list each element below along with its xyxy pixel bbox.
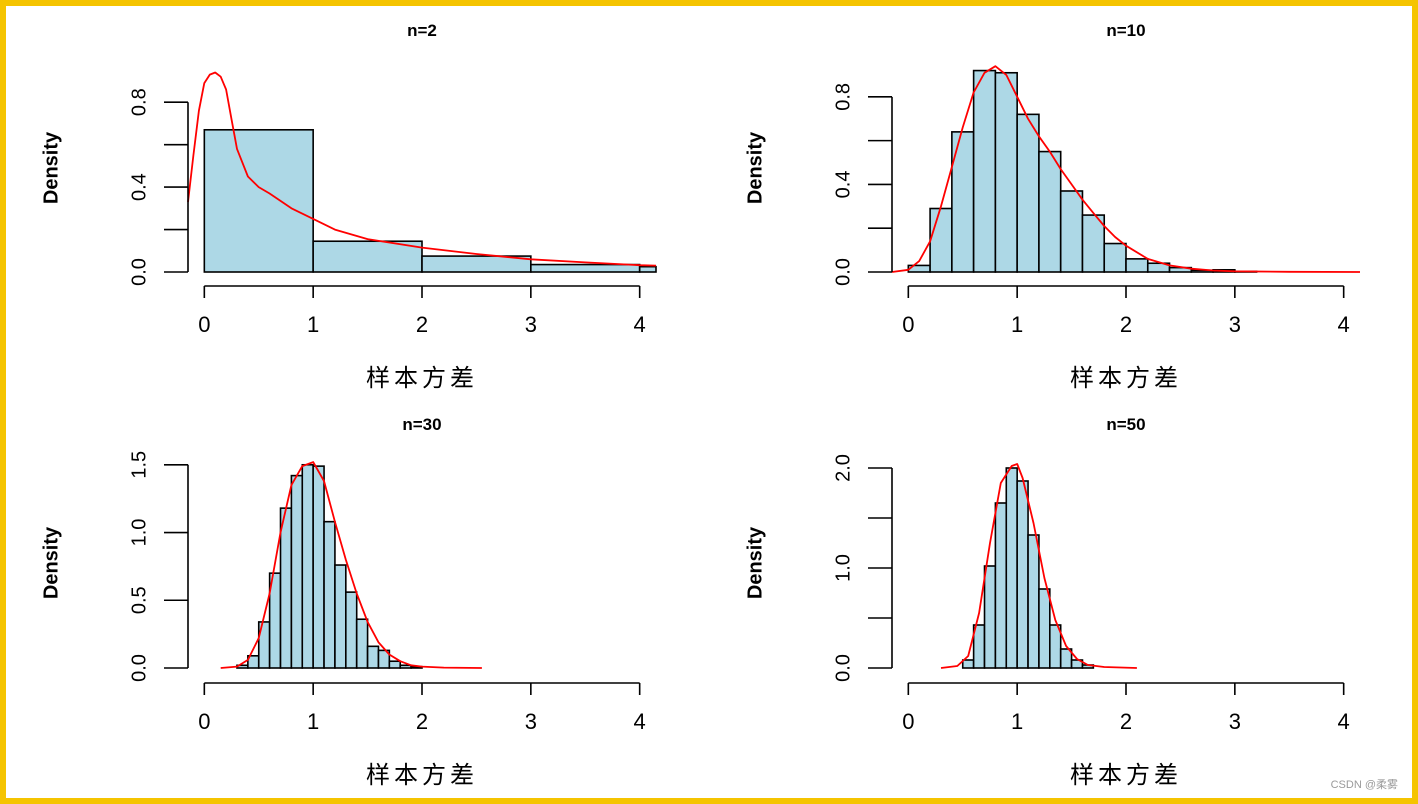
y-axis-label: Density — [40, 131, 62, 204]
x-tick-label: 3 — [525, 312, 537, 337]
y-axis-label: Density — [744, 131, 766, 204]
density-curve — [891, 65, 1361, 273]
histogram-bar-5 — [638, 265, 657, 273]
histogram-bar-3 — [983, 565, 997, 669]
histogram-bar-16 — [399, 664, 412, 669]
chart-title: n=50 — [1106, 415, 1145, 434]
histogram-bar-6 — [290, 474, 304, 669]
histogram-bar-5 — [1005, 467, 1018, 669]
x-tick-label: 4 — [1338, 709, 1350, 734]
x-tick-label: 1 — [1011, 709, 1023, 734]
histogram-bar-9 — [1049, 624, 1062, 669]
x-tick-label: 3 — [525, 709, 537, 734]
histogram-bar-6 — [1016, 113, 1040, 273]
chart-title: n=2 — [407, 21, 437, 40]
y-tick-label: 1.0 — [832, 554, 854, 582]
y-tick-label: 0.4 — [128, 173, 150, 201]
chart-panel-2: n=10 0.0 0.4 0.8 Density 0 1 2 3 4 样本方差 — [744, 21, 1361, 392]
histogram-bar-8 — [1059, 190, 1084, 273]
x-tick-label: 4 — [634, 312, 646, 337]
histogram-bar-13 — [366, 645, 380, 669]
x-axis-label: 样本方差 — [366, 365, 478, 392]
chart-title: n=30 — [402, 415, 441, 434]
histogram-bar-4 — [994, 502, 1008, 669]
histogram-bar-8 — [312, 465, 325, 669]
x-axis-label: 样本方差 — [1070, 762, 1182, 789]
x-tick-label: 1 — [307, 312, 319, 337]
chart-title: n=10 — [1106, 21, 1145, 40]
y-tick-label: 0.0 — [128, 258, 150, 286]
histogram-bar-12 — [355, 618, 369, 669]
histogram-bar-2 — [312, 240, 423, 273]
x-axis-label: 样本方差 — [366, 762, 478, 789]
histogram-bar-8 — [1038, 588, 1051, 669]
y-tick-label: 0.5 — [128, 586, 150, 614]
x-tick-label: 0 — [198, 312, 210, 337]
x-tick-label: 4 — [634, 709, 646, 734]
histogram-bar-9 — [323, 520, 336, 669]
histogram-figure: n=2 0.0 0.4 0.8 Density 0 1 2 3 4 样本方差 n=10 0.0 0.4 0.… — [40, 21, 1361, 789]
x-tick-label: 2 — [416, 709, 428, 734]
histogram-bar-4 — [972, 69, 997, 273]
histogram-bar-15 — [388, 660, 402, 669]
x-tick-label: 0 — [902, 709, 914, 734]
histogram-bar-10 — [334, 564, 347, 669]
density-curve — [187, 71, 657, 267]
histogram-bar-10 — [1059, 648, 1073, 669]
y-tick-label: 0.4 — [832, 171, 854, 199]
density-curve — [940, 463, 1137, 669]
chart-panel-3: n=30 0.0 0.5 1.0 1.5 Density 0 1 2 3 4 样本方差 — [40, 415, 646, 789]
watermark: CSDN @柔雾 — [1330, 779, 1398, 791]
y-axis-label: Density — [744, 526, 766, 599]
histogram-bar-11 — [345, 591, 358, 669]
histogram-bar-4 — [530, 263, 641, 273]
y-tick-label: 0.0 — [128, 654, 150, 682]
histogram-bar-1 — [961, 659, 975, 669]
y-tick-label: 0.8 — [128, 88, 150, 116]
histogram-bar-10 — [1103, 242, 1127, 273]
histogram-bar-2 — [929, 207, 953, 273]
histogram-bar-1 — [203, 128, 314, 273]
histogram-bar-6 — [1016, 480, 1029, 669]
x-axis-label: 样本方差 — [1070, 365, 1182, 392]
chart-panel-4: n=50 0.0 1.0 2.0 Density 0 1 2 3 4 样本方差 — [744, 415, 1350, 789]
histogram-bar-7 — [1027, 534, 1040, 669]
y-tick-label: 0.0 — [832, 258, 854, 286]
y-tick-label: 0.8 — [832, 83, 854, 111]
density-curve — [220, 461, 482, 669]
x-tick-label: 2 — [1120, 312, 1132, 337]
histogram-bar-11 — [1125, 258, 1149, 273]
y-tick-label: 2.0 — [832, 454, 854, 482]
x-tick-label: 1 — [1011, 312, 1023, 337]
x-tick-label: 3 — [1229, 312, 1241, 337]
histogram-bar-5 — [279, 507, 293, 669]
x-tick-label: 1 — [307, 709, 319, 734]
x-tick-label: 2 — [1120, 709, 1132, 734]
x-tick-label: 0 — [198, 709, 210, 734]
x-tick-label: 3 — [1229, 709, 1241, 734]
x-tick-label: 2 — [416, 312, 428, 337]
histogram-bar-9 — [1081, 214, 1106, 273]
histogram-bar-14 — [377, 649, 391, 669]
x-tick-label: 0 — [902, 312, 914, 337]
y-tick-label: 0.0 — [832, 654, 854, 682]
histogram-bar-7 — [1038, 150, 1062, 273]
y-tick-label: 1.5 — [128, 451, 150, 479]
y-tick-label: 1.0 — [128, 519, 150, 547]
x-tick-label: 4 — [1338, 312, 1350, 337]
figure-frame: n=2 0.0 0.4 0.8 Density 0 1 2 3 4 样本方差 n=10 0.0 0.4 0.… — [6, 6, 1412, 798]
histogram-bar-7 — [301, 463, 314, 669]
y-axis-label: Density — [40, 526, 62, 599]
histogram-bar-5 — [994, 71, 1018, 273]
chart-panel-1: n=2 0.0 0.4 0.8 Density 0 1 2 3 4 样本方差 — [40, 21, 657, 392]
